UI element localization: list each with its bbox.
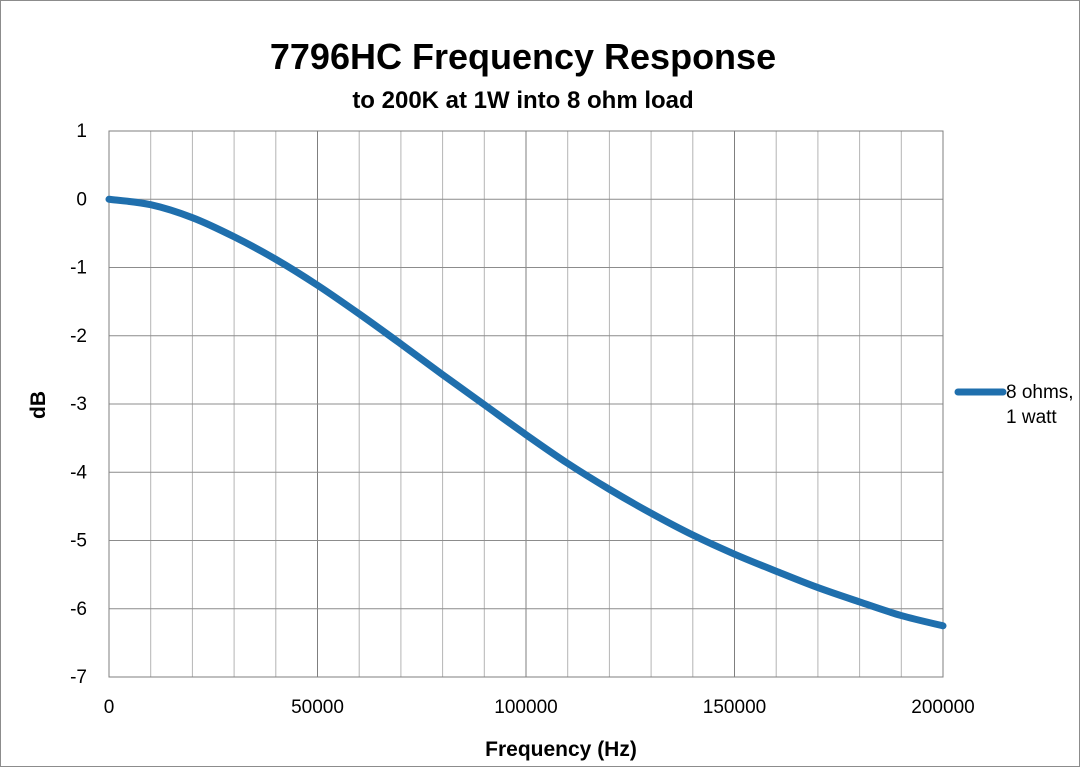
x-tick-label: 200000 bbox=[911, 697, 974, 718]
y-tick-label: 1 bbox=[76, 121, 87, 142]
x-tick-label: 50000 bbox=[291, 697, 344, 718]
series-line bbox=[105, 195, 947, 630]
series-layer bbox=[105, 195, 947, 630]
x-tick-label: 100000 bbox=[494, 697, 557, 718]
chart-title: 7796HC Frequency Response bbox=[270, 36, 776, 77]
y-tick-label: -1 bbox=[70, 258, 87, 279]
legend-label: 8 ohms, 1 watt bbox=[1006, 382, 1074, 428]
y-tick-label: -5 bbox=[70, 531, 87, 552]
legend: 8 ohms, 1 watt bbox=[954, 382, 1074, 428]
x-tick-label: 0 bbox=[104, 697, 115, 718]
y-tick-label: -7 bbox=[70, 667, 87, 688]
grid bbox=[108, 130, 944, 678]
chart-subtitle: to 200K at 1W into 8 ohm load bbox=[352, 87, 693, 114]
y-tick-label: -4 bbox=[70, 462, 87, 483]
tick-labels: 1 0 -1 -2 -3 -4 -5 -6 -7 0 50000 100000 150000 200000 bbox=[70, 121, 975, 718]
x-axis-title: Frequency (Hz) bbox=[485, 738, 637, 761]
plot-area-border bbox=[108, 130, 944, 678]
y-tick-label: -2 bbox=[70, 326, 87, 347]
y-tick-label: -3 bbox=[70, 394, 87, 415]
x-tick-label: 150000 bbox=[703, 697, 766, 718]
y-axis-title: dB bbox=[27, 391, 50, 419]
y-tick-label: -6 bbox=[70, 599, 87, 620]
y-tick-label: 0 bbox=[76, 189, 87, 210]
